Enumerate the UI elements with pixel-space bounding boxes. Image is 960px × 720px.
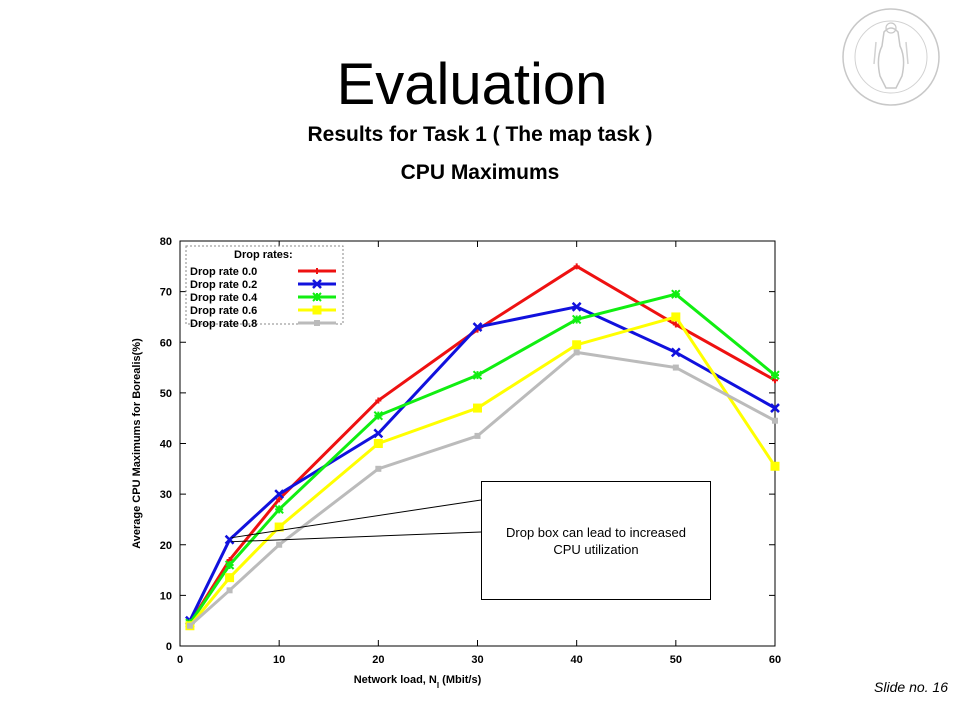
data-point [671,289,681,299]
y-tick-label: 70 [160,287,172,299]
series-line [188,292,776,625]
data-point [276,541,283,548]
x-axis-label: Network load, Nl (Mbit/s) [354,674,482,690]
data-point [472,322,483,332]
legend-marker [312,279,322,289]
legend-marker [312,305,322,315]
legend-label: Drop rate 0.8 [190,318,257,330]
data-point [472,370,483,380]
x-tick-label: 20 [372,654,384,666]
legend-label: Drop rate 0.6 [190,305,257,317]
data-point [274,504,284,515]
y-axis-label: Average CPU Maximums for Borealis(%) [131,338,143,549]
x-tick-label: 60 [769,654,781,666]
slide-number: Slide no. 16 [874,679,948,695]
x-tick-label: 40 [571,654,583,666]
data-point [186,622,193,629]
university-seal-icon [842,8,940,106]
cpu-maximums-chart: 0 10 20 30 40 50 60 70 80 0 10 20 30 40 50 60 Network lo… [131,236,781,690]
y-tick-label: 20 [160,540,172,552]
y-tick-label: 50 [160,388,172,400]
data-point [572,340,582,350]
data-point [770,370,780,380]
data-point [373,439,383,448]
data-point [573,349,580,356]
annotation-pointer [231,531,482,543]
y-tick-label: 80 [160,236,172,248]
slide-title: Evaluation [336,52,608,117]
series-line [188,315,777,627]
data-point [573,263,580,270]
series-4 [186,349,778,629]
data-point [772,417,778,424]
data-point [224,534,235,545]
y-tick-label: 40 [160,439,172,451]
annotation-callout: Drop box can lead to increased CPU utili… [481,481,711,600]
data-point [571,301,582,312]
y-tick-label: 0 [166,641,172,653]
data-point [770,403,780,413]
data-point [225,573,235,583]
legend-marker [314,268,320,274]
data-point [571,314,582,325]
callout-line1: Drop box can lead to increased [506,524,686,540]
legend-label: Drop rate 0.4 [190,292,258,304]
data-point [670,347,681,358]
data-point [375,465,382,472]
legend-marker [314,320,320,326]
data-point [373,410,384,421]
series-line [188,350,776,627]
legend-label: Drop rate 0.0 [190,266,257,278]
data-point [473,403,482,413]
legend-title: Drop rates: [234,249,293,261]
data-point [770,461,780,471]
data-point [226,587,233,594]
callout-line2: CPU utilization [553,541,639,557]
x-tick-label: 30 [471,654,483,666]
y-tick-label: 30 [160,489,172,501]
data-point [224,560,235,570]
data-point [672,321,679,328]
series-1 [185,301,780,626]
data-point [274,522,284,532]
x-tick-label: 50 [670,654,682,666]
data-point [274,489,285,500]
data-point [672,364,679,371]
slide-subheading: CPU Maximums [400,161,560,184]
data-point [375,397,382,404]
series-line [188,305,776,622]
y-tick-label: 10 [160,590,172,602]
slide-subtitle: Results for Task 1 ( The map task ) [307,123,653,146]
legend-label: Drop rate 0.2 [190,279,257,291]
data-point [276,496,283,503]
x-tick-label: 10 [273,654,285,666]
y-tick-label: 60 [160,337,172,349]
series-line [188,264,776,625]
x-tick-label: 0 [177,654,183,666]
data-point [373,428,384,439]
data-point [474,432,481,439]
data-point [671,312,681,322]
annotation-pointer [231,499,482,539]
legend-marker [312,292,322,302]
